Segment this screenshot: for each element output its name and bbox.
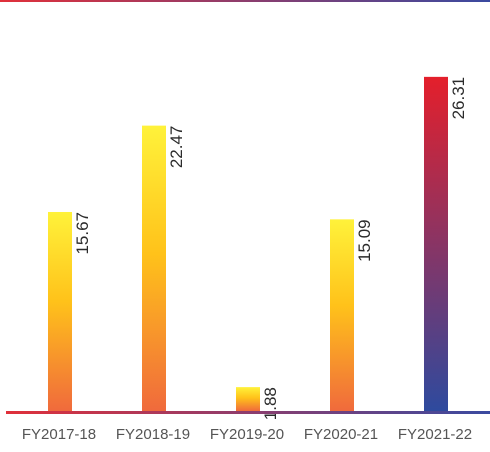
value-label-fy2021-22: 26.31: [449, 77, 468, 120]
value-label-fy2018-19: 22.47: [167, 126, 186, 169]
tick-label-fy2020-21: FY2020-21: [304, 426, 378, 443]
x-tick-labels-group: FY2017-18 FY2018-19 FY2019-20 FY2020-21 FY20…: [22, 426, 472, 443]
value-labels-group: 15.67 22.47 1.88 15.09 26.31: [73, 77, 468, 420]
value-label-fy2019-20: 1.88: [261, 387, 280, 420]
bar-fy2018-19: [142, 125, 166, 412]
value-label-fy2017-18: 15.67: [73, 212, 92, 255]
tick-label-fy2018-19: FY2018-19: [116, 426, 190, 443]
bar-fy2021-22: [424, 76, 448, 411]
bar-fy2017-18: [48, 211, 72, 411]
top-border-line: [0, 0, 490, 2]
tick-label-fy2019-20: FY2019-20: [210, 426, 284, 443]
x-axis-line: [6, 411, 490, 414]
tick-label-fy2017-18: FY2017-18: [22, 426, 96, 443]
tick-label-fy2021-22: FY2021-22: [398, 426, 472, 443]
bars-group: [48, 76, 448, 412]
bar-fy2019-20: [236, 387, 260, 411]
bar-fy2020-21: [330, 219, 354, 411]
value-label-fy2020-21: 15.09: [355, 219, 374, 262]
